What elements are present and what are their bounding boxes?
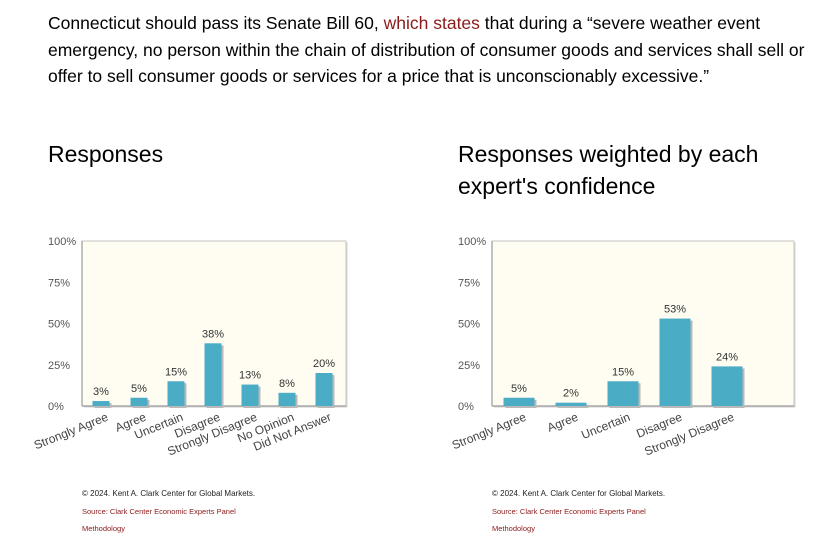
responses-bar-did-not-answer xyxy=(315,373,333,406)
weighted-category-label-strongly-agree: Strongly Agree xyxy=(450,410,529,453)
weighted-plot-area xyxy=(491,240,795,407)
statement-link[interactable]: which states xyxy=(383,13,480,33)
responses-bar-strongly-disagree xyxy=(241,384,259,406)
responses-bar-agree xyxy=(130,397,148,406)
responses-value-label-uncertain: 15% xyxy=(165,366,187,378)
weighted-ytick-label: 75% xyxy=(458,277,480,289)
footer-source-link-left[interactable]: Source: Clark Center Economic Experts Pa… xyxy=(82,507,236,516)
responses-bar-uncertain xyxy=(167,381,185,406)
weighted-bar-shadow-agree xyxy=(557,404,589,408)
weighted-value-label-strongly-agree: 5% xyxy=(511,383,527,395)
responses-ytick-label: 25% xyxy=(48,360,70,372)
weighted-value-label-agree: 2% xyxy=(563,388,579,400)
weighted-bar-strongly-disagree xyxy=(711,366,743,406)
responses-category-label-strongly-agree: Strongly Agree xyxy=(32,410,111,453)
responses-value-label-agree: 5% xyxy=(131,383,147,395)
weighted-bar-uncertain xyxy=(607,381,639,406)
responses-value-label-no-opinion: 8% xyxy=(279,378,295,390)
weighted-bar-disagree xyxy=(659,318,691,406)
responses-ytick-label: 100% xyxy=(48,236,76,248)
weighted-value-label-uncertain: 15% xyxy=(612,366,634,378)
survey-statement: Connecticut should pass its Senate Bill … xyxy=(48,10,828,90)
weighted-category-label-agree: Agree xyxy=(545,410,580,435)
weighted-ytick-label: 0% xyxy=(458,401,474,413)
responses-bar-disagree xyxy=(204,343,222,406)
weighted-bar-strongly-agree xyxy=(503,397,535,406)
footer-copyright-right: © 2024. Kent A. Clark Center for Global … xyxy=(492,489,666,498)
weighted-ytick-label: 25% xyxy=(458,360,480,372)
responses-ytick-label: 50% xyxy=(48,319,70,331)
weighted-ytick-label: 50% xyxy=(458,319,480,331)
weighted-value-label-strongly-disagree: 24% xyxy=(716,351,738,363)
weighted-category-label-strongly-disagree: Strongly Disagree xyxy=(642,410,736,459)
responses-bar-strongly-agree xyxy=(92,401,110,406)
weighted-bar-agree xyxy=(555,402,587,406)
footer-methodology-link-left[interactable]: Methodology xyxy=(82,524,125,533)
statement-text-start: Connecticut should pass its Senate Bill … xyxy=(48,13,384,33)
statement-text-end: that during a “severe weather event emer… xyxy=(48,13,805,86)
responses-value-label-strongly-agree: 3% xyxy=(93,386,109,398)
responses-value-label-strongly-disagree: 13% xyxy=(239,370,261,382)
weighted-value-label-disagree: 53% xyxy=(664,304,686,316)
weighted-ytick-label: 100% xyxy=(458,236,486,248)
responses-ytick-label: 0% xyxy=(48,401,64,413)
chart-title-weighted: Responses weighted by each expert's conf… xyxy=(458,141,759,199)
chart-title-responses: Responses xyxy=(48,141,164,167)
footer-methodology-link-right[interactable]: Methodology xyxy=(492,524,535,533)
responses-value-label-disagree: 38% xyxy=(202,328,224,340)
footer-source-link-right[interactable]: Source: Clark Center Economic Experts Pa… xyxy=(492,507,646,516)
responses-bar-no-opinion xyxy=(278,392,296,406)
responses-value-label-did-not-answer: 20% xyxy=(313,358,335,370)
responses-ytick-label: 75% xyxy=(48,277,70,289)
footer-copyright-left: © 2024. Kent A. Clark Center for Global … xyxy=(82,489,256,498)
weighted-category-label-uncertain: Uncertain xyxy=(579,410,632,442)
